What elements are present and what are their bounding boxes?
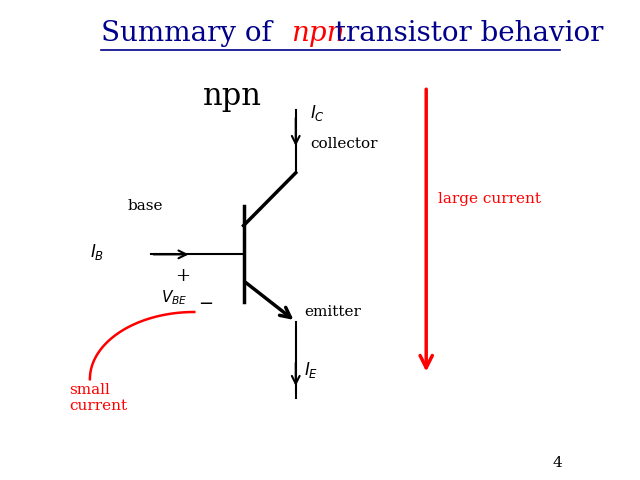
Text: +: + bbox=[175, 267, 190, 285]
Text: large current: large current bbox=[438, 192, 541, 206]
Text: small
current: small current bbox=[70, 384, 128, 413]
Text: emitter: emitter bbox=[305, 305, 362, 319]
Text: $I_C$: $I_C$ bbox=[310, 103, 325, 123]
Text: npn: npn bbox=[202, 81, 262, 111]
Text: $V_{BE}$: $V_{BE}$ bbox=[161, 288, 187, 307]
Text: Summary of: Summary of bbox=[102, 20, 281, 47]
Text: $I_E$: $I_E$ bbox=[305, 360, 319, 380]
Text: transistor behavior: transistor behavior bbox=[326, 20, 604, 47]
Text: collector: collector bbox=[310, 137, 378, 151]
Text: 4: 4 bbox=[553, 456, 563, 470]
Text: base: base bbox=[127, 199, 163, 214]
Text: $-$: $-$ bbox=[198, 293, 213, 312]
Text: npn: npn bbox=[291, 20, 344, 47]
Text: $I_B$: $I_B$ bbox=[90, 242, 104, 262]
